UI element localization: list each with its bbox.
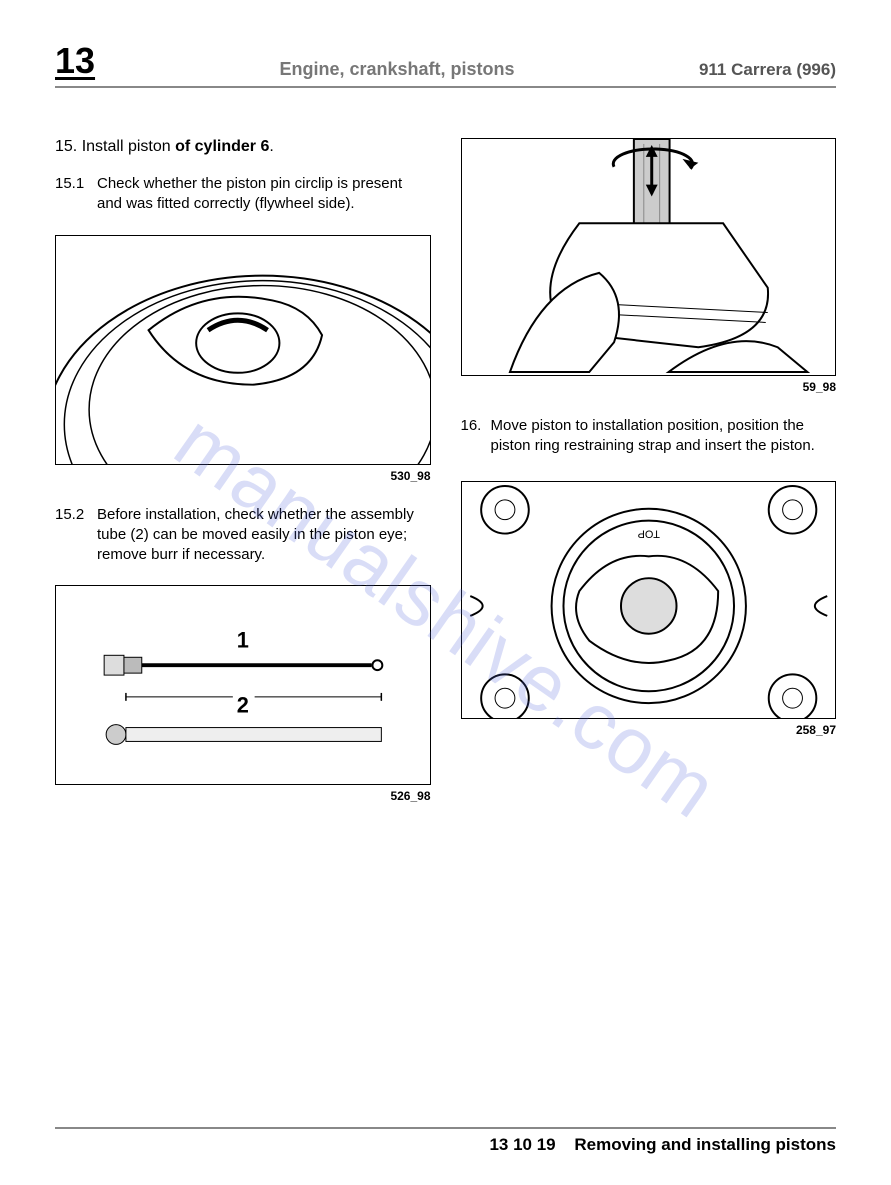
figure-ref-258-97: 258_97 bbox=[461, 723, 837, 737]
step-15-1: 15.1 Check whether the piston pin circli… bbox=[55, 174, 431, 215]
step-15-1-number: 15.1 bbox=[55, 174, 97, 215]
figure-530-98 bbox=[55, 235, 431, 465]
figure-ref-526-98: 526_98 bbox=[55, 789, 431, 803]
figure-258-97: TOP bbox=[461, 481, 837, 719]
right-column: 59_98 16. Move piston to installation po… bbox=[461, 138, 837, 825]
step-15-1-text: Check whether the piston pin circlip is … bbox=[97, 174, 431, 215]
figure-526-98: 1 2 bbox=[55, 585, 431, 785]
step-15-prefix: Install piston bbox=[82, 138, 175, 155]
left-column: 15. Install piston of cylinder 6. 15.1 C… bbox=[55, 138, 431, 825]
figure-ref-530-98: 530_98 bbox=[55, 469, 431, 483]
cylinder-bore-illustration: TOP bbox=[462, 482, 836, 718]
step-15-2-text: Before installation, check whether the a… bbox=[97, 505, 431, 566]
step-15: 15. Install piston of cylinder 6. bbox=[55, 138, 431, 156]
chapter-number: 13 bbox=[55, 40, 95, 82]
header-model: 911 Carrera (996) bbox=[699, 60, 836, 82]
step-15-2-number: 15.2 bbox=[55, 505, 97, 566]
content-columns: 15. Install piston of cylinder 6. 15.1 C… bbox=[55, 138, 836, 825]
step-16-text: Move piston to installation position, po… bbox=[491, 416, 837, 457]
step-15-number: 15. bbox=[55, 138, 77, 155]
header-section-title: Engine, crankshaft, pistons bbox=[95, 59, 699, 82]
tool-label-2: 2 bbox=[237, 693, 249, 718]
assembly-tube-illustration: 1 2 bbox=[56, 586, 430, 784]
step-15-2: 15.2 Before installation, check whether … bbox=[55, 505, 431, 566]
step-16: 16. Move piston to installation position… bbox=[461, 416, 837, 457]
tool-label-1: 1 bbox=[237, 628, 249, 653]
figure-ref-59-98: 59_98 bbox=[461, 380, 837, 394]
step-15-bold: of cylinder 6 bbox=[175, 138, 269, 155]
figure-59-98 bbox=[461, 138, 837, 376]
step-15-suffix: . bbox=[269, 138, 273, 155]
footer-page-code: 13 10 19 bbox=[489, 1135, 555, 1154]
page-footer: 13 10 19 Removing and installing pistons bbox=[55, 1127, 836, 1155]
footer-section-title: Removing and installing pistons bbox=[574, 1135, 836, 1154]
piston-circlip-illustration bbox=[56, 236, 430, 464]
step-16-number: 16. bbox=[461, 416, 491, 457]
piston-insert-illustration bbox=[462, 139, 836, 375]
page-header: 13 Engine, crankshaft, pistons 911 Carre… bbox=[55, 40, 836, 88]
piston-top-label: TOP bbox=[637, 527, 659, 539]
